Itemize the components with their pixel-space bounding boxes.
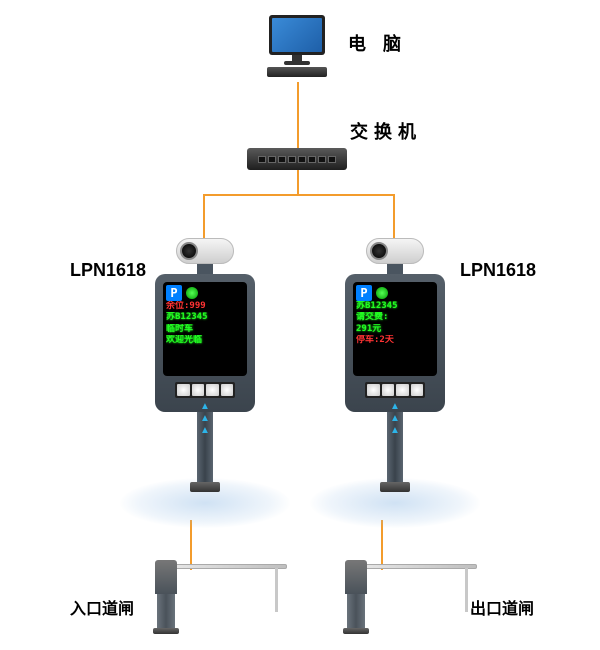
camera-right bbox=[366, 238, 424, 264]
screen-box-left: P余位:999苏B12345临时车欢迎光临 ▲▲▲ bbox=[155, 274, 255, 412]
terminal-left: P余位:999苏B12345临时车欢迎光临 ▲▲▲ bbox=[150, 238, 260, 492]
light-strip-right bbox=[365, 382, 425, 398]
model-label-right: LPN1618 bbox=[460, 260, 536, 281]
conn-split bbox=[203, 194, 393, 196]
gate-label-left: 入口道闸 bbox=[70, 595, 134, 619]
model-label-left: LPN1618 bbox=[70, 260, 146, 281]
conn-switch-down bbox=[297, 170, 299, 194]
led-screen-left: P余位:999苏B12345临时车欢迎光临 bbox=[163, 282, 247, 376]
monitor bbox=[269, 15, 325, 55]
switch-label: 交换机 bbox=[350, 118, 422, 144]
barrier-arm-left bbox=[167, 564, 287, 569]
camera-lens-icon bbox=[180, 242, 198, 260]
computer-label: 电 脑 bbox=[348, 30, 407, 56]
keyboard bbox=[267, 67, 327, 77]
arrows-right: ▲▲▲ bbox=[353, 402, 437, 436]
conn-computer-switch bbox=[297, 82, 299, 148]
led-screen-right: P苏B12345请交费: 291元停车:2天 bbox=[353, 282, 437, 376]
barrier-right bbox=[345, 560, 485, 634]
screen-box-right: P苏B12345请交费: 291元停车:2天 ▲▲▲ bbox=[345, 274, 445, 412]
computer-node bbox=[262, 15, 332, 77]
barrier-left bbox=[155, 560, 295, 634]
terminal-right: P苏B12345请交费: 291元停车:2天 ▲▲▲ bbox=[340, 238, 450, 492]
arrows-left: ▲▲▲ bbox=[163, 402, 247, 436]
camera-left bbox=[176, 238, 234, 264]
camera-lens-icon bbox=[370, 242, 388, 260]
light-strip-left bbox=[175, 382, 235, 398]
switch-node bbox=[247, 148, 347, 170]
gate-label-right: 出口道闸 bbox=[470, 595, 534, 619]
barrier-arm-right bbox=[357, 564, 477, 569]
